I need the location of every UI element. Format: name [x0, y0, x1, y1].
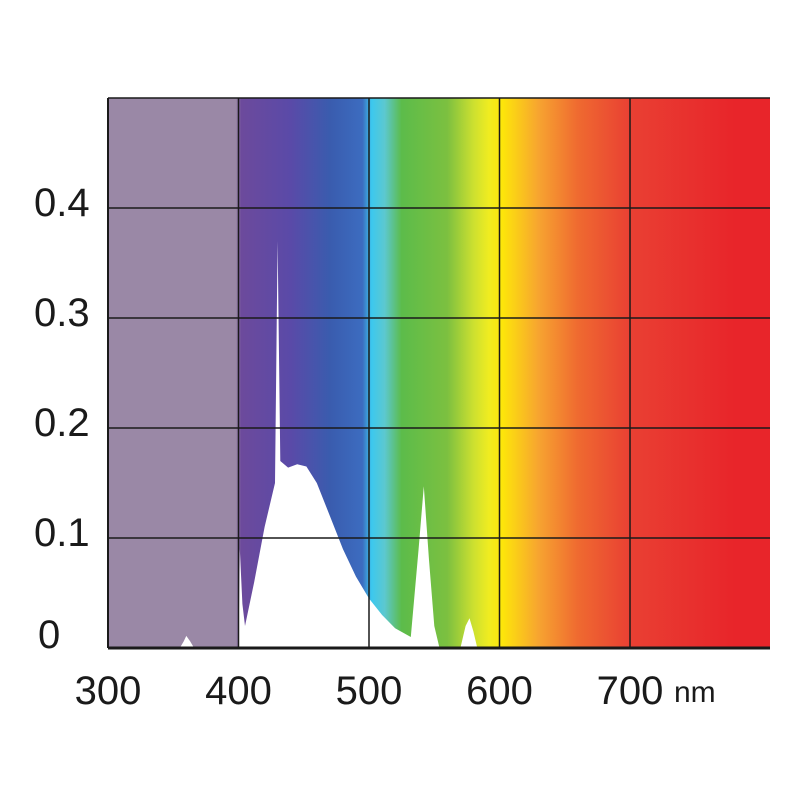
y-tick-label: 0 — [38, 613, 60, 657]
y-tick-labels: 0 0.1 0.2 0.3 0.4 — [34, 181, 90, 657]
y-tick-label: 0.3 — [34, 291, 90, 335]
spectrum-background — [108, 98, 770, 648]
x-tick-label: 400 — [205, 669, 272, 713]
emission-spectrum-area — [108, 241, 735, 648]
x-tick-label: 300 — [75, 669, 142, 713]
x-tick-label: 600 — [466, 669, 533, 713]
x-tick-label: 500 — [336, 669, 403, 713]
y-tick-label: 0.4 — [34, 181, 90, 225]
x-tick-labels: 300 400 500 600 700 — [75, 669, 664, 713]
y-tick-label: 0.1 — [34, 511, 90, 555]
y-tick-label: 0.2 — [34, 401, 90, 445]
grid-lines — [108, 97, 770, 648]
x-unit-label: nm — [674, 676, 716, 709]
x-tick-label: 700 — [597, 669, 664, 713]
